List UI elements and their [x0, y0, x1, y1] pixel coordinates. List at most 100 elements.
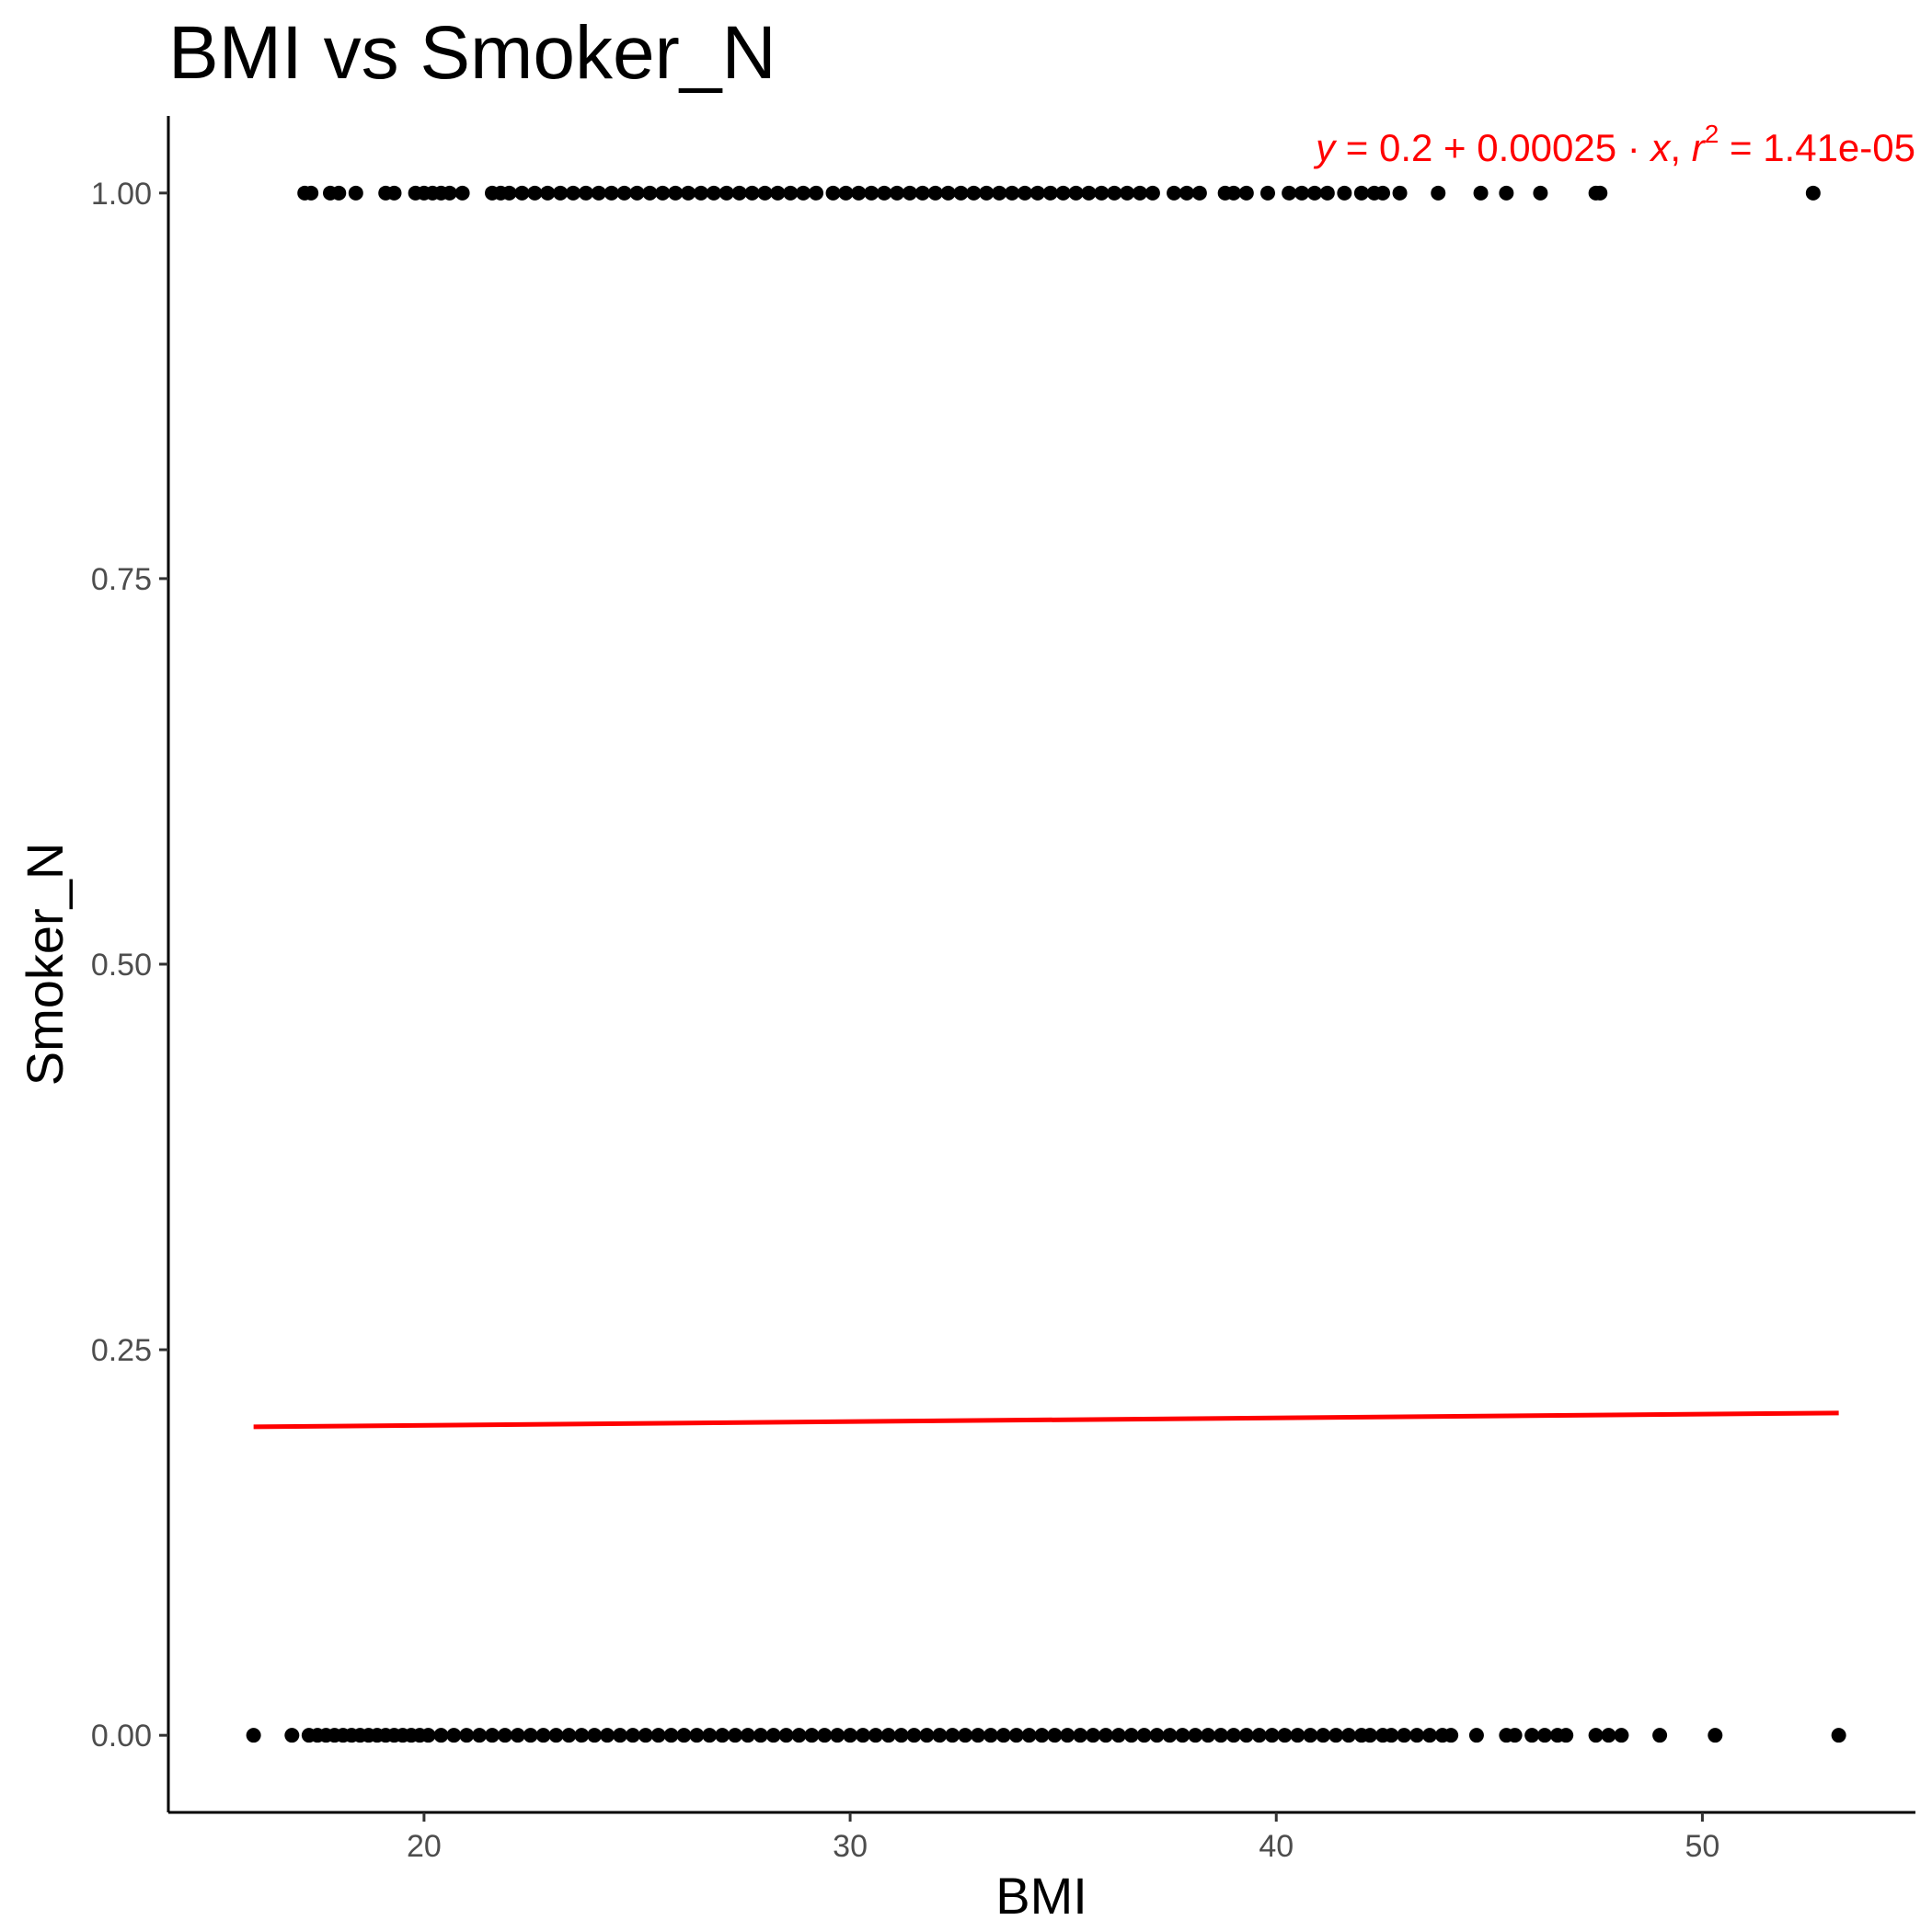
- data-point: [578, 185, 593, 201]
- data-point: [1120, 185, 1135, 201]
- data-point: [1363, 1728, 1378, 1743]
- data-point: [1558, 1728, 1574, 1743]
- data-point: [830, 1728, 845, 1743]
- annotation-y-symbol: y: [1313, 126, 1338, 169]
- annotation-r2-value: 1.41e-05: [1763, 126, 1915, 169]
- data-point: [1133, 185, 1148, 201]
- data-point: [1179, 185, 1194, 201]
- data-point: [1533, 185, 1548, 201]
- data-point: [902, 185, 917, 201]
- data-point: [642, 185, 658, 201]
- data-point: [919, 1728, 935, 1743]
- annotation-equals: =: [1335, 126, 1379, 169]
- data-point: [304, 185, 319, 201]
- data-point: [1021, 1728, 1037, 1743]
- chart-title: BMI vs Smoker_N: [168, 11, 776, 95]
- data-point: [1499, 185, 1514, 201]
- data-point: [731, 185, 747, 201]
- data-point: [1238, 185, 1254, 201]
- annotation-x-symbol: x: [1649, 126, 1672, 169]
- data-point: [1034, 1728, 1050, 1743]
- data-point: [1340, 1728, 1356, 1743]
- y-tick-label: 1.00: [91, 177, 152, 212]
- data-point: [442, 185, 457, 201]
- x-tick-label: 40: [1259, 1829, 1294, 1864]
- data-point: [1319, 185, 1335, 201]
- x-tick-label: 30: [833, 1829, 868, 1864]
- data-point: [1384, 1728, 1399, 1743]
- data-point: [1614, 1728, 1629, 1743]
- y-tick-label: 0.00: [91, 1719, 152, 1754]
- annotation-r-symbol: r: [1692, 126, 1707, 169]
- data-point: [386, 185, 402, 201]
- data-point: [616, 185, 632, 201]
- regression-annotation: y = 0.2 + 0.00025 · x, r2 = 1.41e-05: [1313, 120, 1915, 169]
- data-point: [655, 185, 671, 201]
- data-point: [914, 185, 930, 201]
- data-point: [1213, 1728, 1229, 1743]
- data-point: [246, 1728, 261, 1743]
- data-point: [693, 185, 708, 201]
- data-point: [1805, 185, 1821, 201]
- data-point: [1144, 185, 1160, 201]
- data-point: [1507, 1728, 1523, 1743]
- data-point: [851, 185, 867, 201]
- data-point: [864, 185, 880, 201]
- data-point: [446, 1728, 462, 1743]
- data-point: [927, 185, 943, 201]
- data-point: [940, 185, 956, 201]
- data-point: [1409, 1728, 1425, 1743]
- data-point: [433, 1728, 449, 1743]
- x-axis-ticks: 20 30 40 50: [407, 1812, 1719, 1864]
- data-point: [510, 1728, 525, 1743]
- data-point: [1123, 1728, 1139, 1743]
- data-point: [420, 1728, 436, 1743]
- data-point: [958, 1728, 973, 1743]
- data-point: [1008, 1728, 1024, 1743]
- data-point: [1029, 185, 1045, 201]
- y-axis-ticks: 0.00 0.25 0.50 0.75 1.00: [91, 177, 168, 1754]
- data-point: [676, 1728, 692, 1743]
- data-point: [757, 185, 773, 201]
- data-point: [1294, 185, 1310, 201]
- data-point: [966, 185, 982, 201]
- data-point: [1421, 1728, 1437, 1743]
- data-point: [855, 1728, 870, 1743]
- data-point: [1110, 1728, 1126, 1743]
- data-point: [612, 1728, 627, 1743]
- data-point: [1060, 1728, 1075, 1743]
- data-points: [246, 185, 1846, 1743]
- data-point: [604, 185, 619, 201]
- data-point: [1337, 185, 1352, 201]
- data-point: [945, 1728, 960, 1743]
- data-point: [1306, 185, 1322, 201]
- data-point: [1831, 1728, 1846, 1743]
- data-point: [1201, 1728, 1216, 1743]
- data-point: [880, 1728, 896, 1743]
- data-point: [459, 1728, 475, 1743]
- data-point: [1047, 1728, 1063, 1743]
- data-point: [817, 1728, 833, 1743]
- data-point: [625, 1728, 640, 1743]
- data-point: [1005, 185, 1020, 201]
- data-point: [689, 1728, 705, 1743]
- data-point: [971, 1728, 986, 1743]
- data-point: [1593, 185, 1608, 201]
- data-point: [1225, 185, 1241, 201]
- data-point: [650, 1728, 666, 1743]
- data-point: [1392, 185, 1408, 201]
- data-point: [1277, 1728, 1293, 1743]
- x-tick-label: 20: [407, 1829, 442, 1864]
- data-point: [893, 1728, 909, 1743]
- data-point: [284, 1728, 300, 1743]
- y-tick-label: 0.50: [91, 948, 152, 983]
- data-point: [765, 1728, 781, 1743]
- data-point: [540, 185, 556, 201]
- data-point: [1188, 1728, 1203, 1743]
- data-point: [331, 185, 347, 201]
- data-point: [1652, 1728, 1668, 1743]
- data-point: [1098, 1728, 1113, 1743]
- data-point: [566, 185, 581, 201]
